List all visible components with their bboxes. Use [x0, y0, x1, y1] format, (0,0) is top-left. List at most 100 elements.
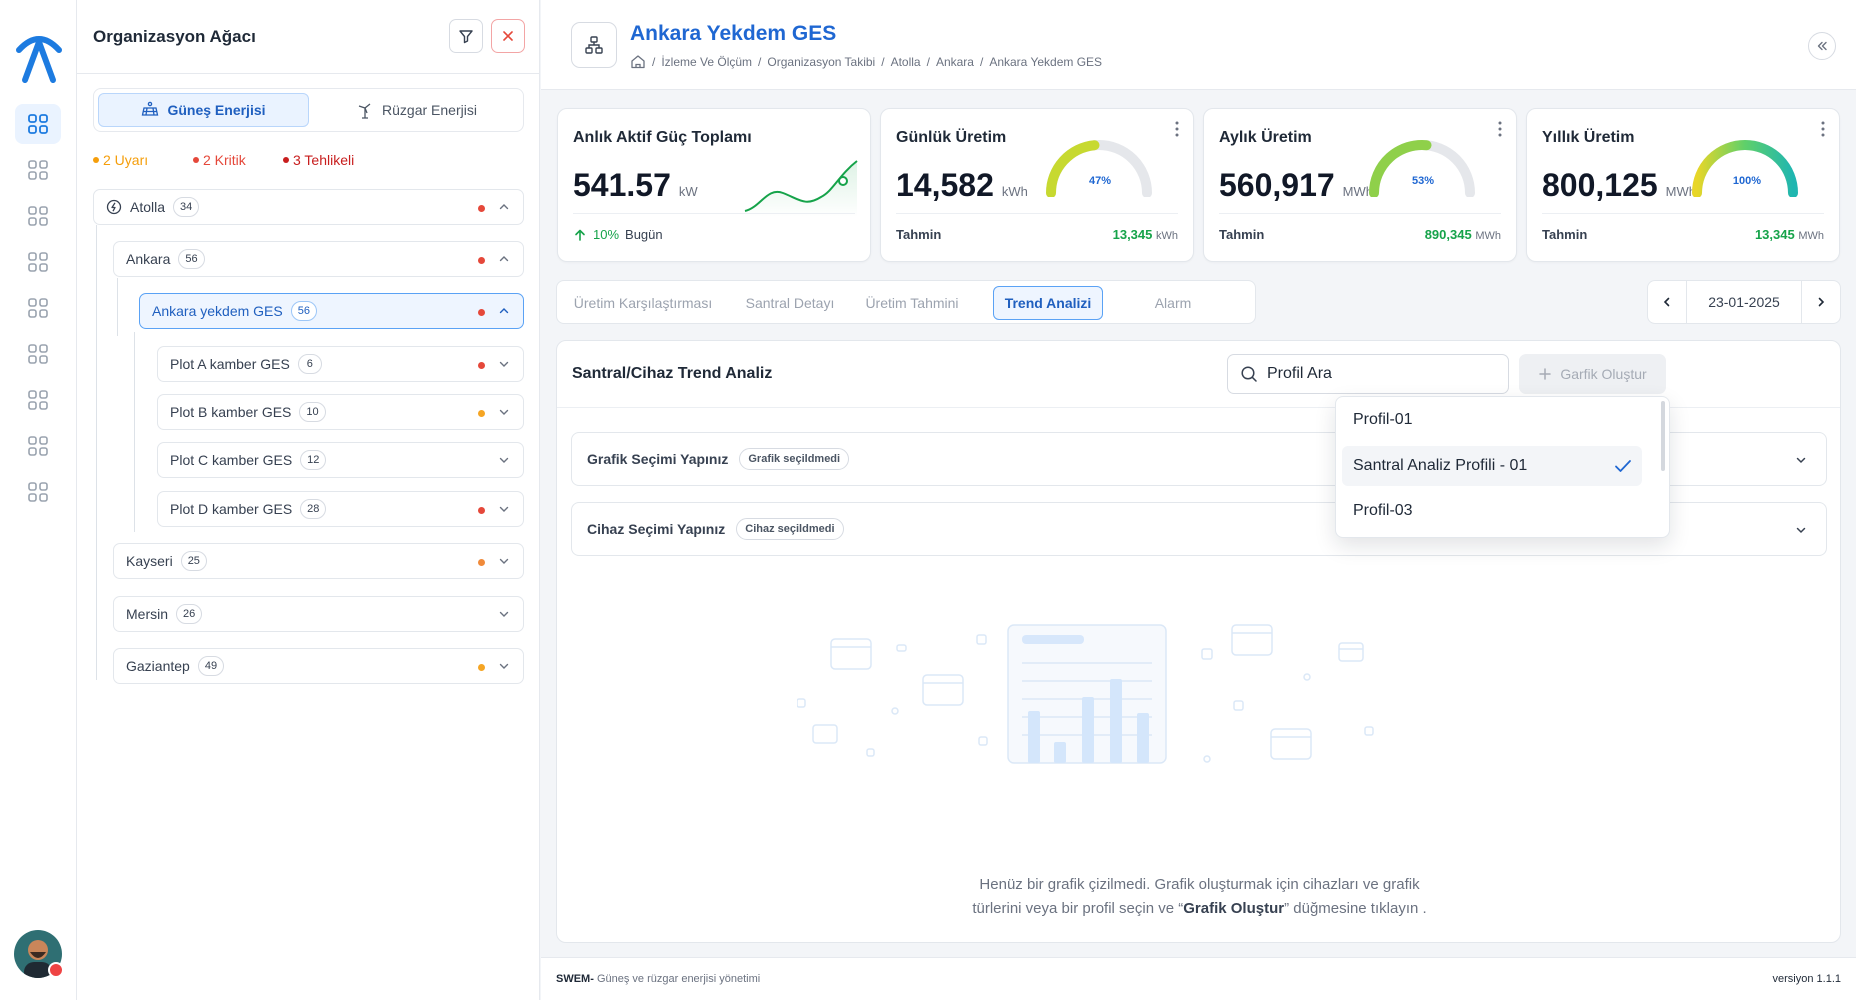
tab-alarm[interactable]: Alarm [1154, 295, 1192, 311]
chevron-up-icon[interactable] [497, 304, 511, 318]
chevron-down-icon[interactable] [497, 357, 511, 371]
breadcrumb-item[interactable]: Ankara Yekdem GES [989, 54, 1103, 69]
search-value: Profil Ara [1267, 365, 1332, 382]
status-dot [478, 410, 485, 417]
status-dot [478, 257, 485, 264]
chevron-down-icon[interactable] [497, 554, 511, 568]
rail-grid-icon[interactable] [15, 380, 61, 420]
tab-production-forecast[interactable]: Üretim Tahmini [865, 295, 959, 311]
count-badge: 56 [290, 301, 317, 321]
rail-dashboard-icon[interactable] [15, 104, 61, 144]
rail-grid-icon[interactable] [15, 196, 61, 236]
tab-wind-label: Rüzgar Enerjisi [382, 102, 477, 118]
check-icon [1615, 460, 1631, 472]
date-value[interactable]: 23-01-2025 [1686, 280, 1802, 324]
user-avatar[interactable] [14, 930, 62, 978]
create-chart-button[interactable]: Garfik Oluştur [1519, 354, 1666, 394]
tree-item-plot-b[interactable]: Plot B kamber GES 10 [157, 394, 524, 430]
tree-item-ankara-yekdem-ges[interactable]: Ankara yekdem GES 56 [139, 293, 524, 329]
chevron-down-icon[interactable] [497, 453, 511, 467]
tree-item-kayseri[interactable]: Kayseri 25 [113, 543, 524, 579]
tree-item-ankara[interactable]: Ankara 56 [113, 241, 524, 277]
danger-count[interactable]: 3 Tehlikeli [283, 152, 354, 168]
count-badge: 28 [300, 499, 327, 519]
profile-option[interactable]: Profil-03 [1353, 502, 1413, 519]
critical-count[interactable]: 2 Kritik [193, 152, 246, 168]
tree-guide-line [134, 332, 135, 532]
count-badge: 12 [300, 450, 327, 470]
forecast-value: 13,345 MWh [1754, 227, 1824, 242]
tab-production-comparison[interactable]: Üretim Karşılaştırması [573, 295, 713, 311]
tree-item-plot-c[interactable]: Plot C kamber GES 12 [157, 442, 524, 478]
tree-item-label: Kayseri [126, 553, 173, 569]
breadcrumb-item[interactable]: İzleme Ve Ölçüm [661, 54, 753, 69]
dropdown-scrollbar[interactable] [1661, 401, 1665, 471]
wind-turbine-icon [358, 103, 371, 119]
tab-plant-detail[interactable]: Santral Detayı [745, 295, 835, 311]
chevron-down-icon[interactable] [497, 659, 511, 673]
chevron-down-icon[interactable] [1794, 523, 1808, 537]
tab-wind-energy[interactable]: Rüzgar Enerjisi [312, 93, 521, 127]
breadcrumb-item[interactable]: Organizasyon Takibi [767, 54, 876, 69]
card-value: 560,917 MWh [1219, 167, 1374, 203]
tree-item-mersin[interactable]: Mersin 26 [113, 596, 524, 632]
chevron-up-icon[interactable] [497, 200, 511, 214]
tree-item-gaziantep[interactable]: Gaziantep 49 [113, 648, 524, 684]
more-options-icon[interactable] [1175, 121, 1179, 137]
tree-item-plot-d[interactable]: Plot D kamber GES 28 [157, 491, 524, 527]
chevron-right-icon [1818, 297, 1825, 307]
app-logo[interactable] [15, 28, 63, 84]
collapse-sidebar-button[interactable] [1808, 32, 1836, 60]
rail-grid-icon[interactable] [15, 150, 61, 190]
prev-date-button[interactable] [1648, 280, 1686, 324]
rail-grid-icon[interactable] [15, 426, 61, 466]
rail-grid-icon[interactable] [15, 242, 61, 282]
count-badge: 56 [178, 249, 205, 269]
app-footer: SWEM- Güneş ve rüzgar enerjisi yönetimi … [541, 957, 1856, 1000]
chevron-down-icon[interactable] [497, 502, 511, 516]
rail-grid-icon[interactable] [15, 472, 61, 512]
profile-option[interactable]: Profil-01 [1353, 411, 1413, 428]
chevron-up-icon[interactable] [497, 252, 511, 266]
rail-grid-icon[interactable] [15, 288, 61, 328]
tab-solar-energy[interactable]: Güneş Enerjisi [98, 93, 309, 127]
filter-button[interactable] [449, 19, 483, 53]
empty-chart-illustration [797, 624, 1374, 764]
warning-count[interactable]: 2 Uyarı [93, 152, 148, 168]
page-title: Ankara Yekdem GES [630, 22, 837, 45]
more-options-icon[interactable] [1821, 121, 1825, 137]
tree-item-label: Plot C kamber GES [170, 452, 293, 468]
energy-type-toggle: Güneş Enerjisi Rüzgar Enerjisi [93, 88, 524, 132]
profile-option-selected[interactable]: Santral Analiz Profili - 01 [1342, 446, 1642, 486]
filter-icon [459, 30, 473, 44]
nav-rail [0, 0, 77, 1000]
gauge-percent: 53% [1411, 175, 1434, 187]
daily-gauge [1046, 140, 1152, 197]
count-badge: 25 [180, 551, 207, 571]
chevron-down-icon[interactable] [497, 607, 511, 621]
chevron-down-icon[interactable] [1794, 453, 1808, 467]
org-title: Organizasyon Ağacı [93, 27, 256, 46]
double-chevron-left-icon [1817, 41, 1827, 51]
profile-search-input[interactable]: Profil Ara [1227, 354, 1509, 394]
org-structure-icon [571, 22, 617, 68]
breadcrumb-item[interactable]: Ankara [935, 54, 974, 69]
tree-item-label: Ankara [126, 251, 171, 267]
more-options-icon[interactable] [1498, 121, 1502, 137]
tree-item-label: Plot A kamber GES [170, 356, 290, 372]
next-date-button[interactable] [1802, 280, 1840, 324]
yearly-gauge [1692, 140, 1798, 197]
status-dot [478, 559, 485, 566]
tree-item-atolla[interactable]: Atolla 34 [93, 189, 524, 225]
tree-item-label: Plot B kamber GES [170, 404, 292, 420]
status-dot [478, 205, 485, 212]
home-icon[interactable] [630, 54, 646, 69]
power-sparkline [744, 160, 858, 217]
tree-item-plot-a[interactable]: Plot A kamber GES 6 [157, 346, 524, 382]
rail-grid-icon[interactable] [15, 334, 61, 374]
close-panel-button[interactable] [491, 19, 525, 53]
tab-trend-analysis[interactable]: Trend Analizi [993, 286, 1103, 320]
breadcrumb-item[interactable]: Atolla [890, 54, 921, 69]
chevron-down-icon[interactable] [497, 405, 511, 419]
gauge-percent: 47% [1088, 175, 1111, 187]
